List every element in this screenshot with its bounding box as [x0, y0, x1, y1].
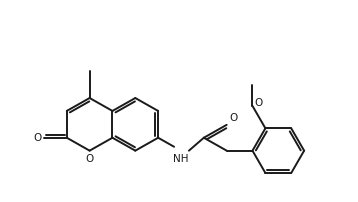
Text: NH: NH: [173, 154, 189, 164]
Text: O: O: [86, 154, 94, 164]
Text: O: O: [34, 133, 42, 143]
Text: O: O: [229, 113, 238, 123]
Text: O: O: [255, 98, 263, 108]
